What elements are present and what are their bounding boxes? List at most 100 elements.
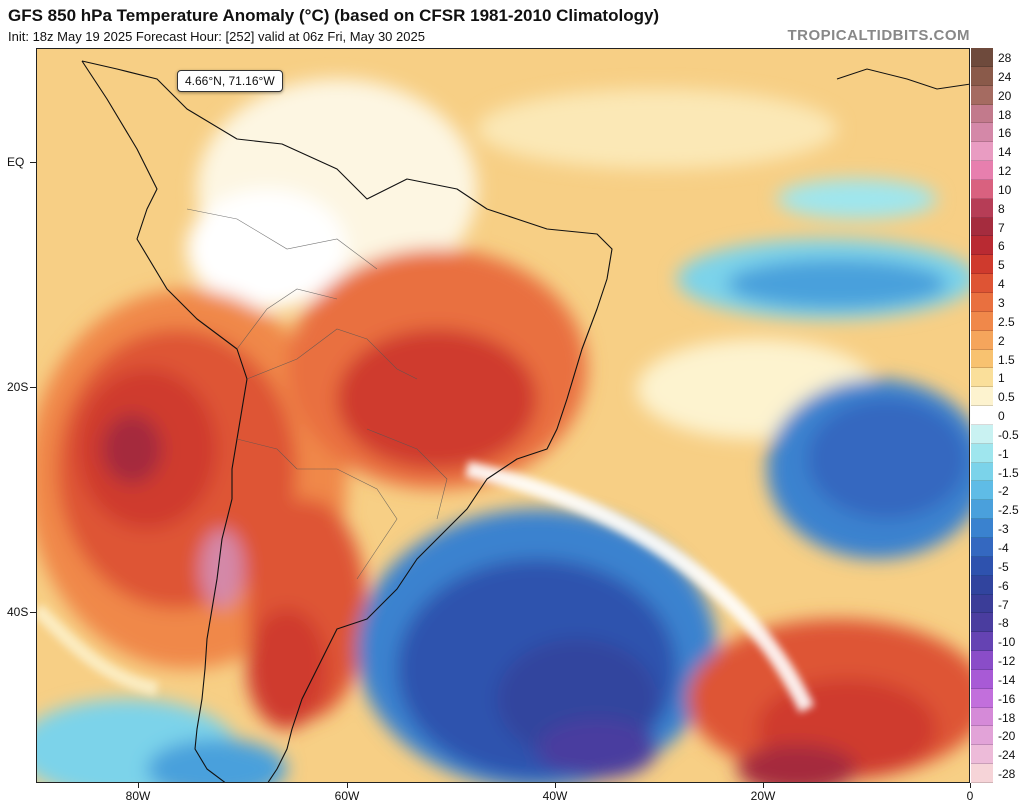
lon-label-60w: 60W xyxy=(334,789,360,803)
lat-label-40s: 40S xyxy=(7,605,29,619)
colorbar-entry: 4 xyxy=(971,274,1024,293)
colorbar-entry: 8 xyxy=(971,198,1024,218)
colorbar-entry: 5 xyxy=(971,255,1024,275)
colorbar-entry: 14 xyxy=(971,142,1024,162)
anomaly-field xyxy=(37,49,969,782)
colorbar-entry: 10 xyxy=(971,179,1024,199)
coastline xyxy=(81,60,613,782)
lat-label-20s: 20S xyxy=(7,380,29,394)
colorbar-entry: 0 xyxy=(971,406,1024,425)
colorbar-swatch xyxy=(971,764,993,783)
lon-label-20w: 20W xyxy=(750,789,776,803)
colorbar-entry: 12 xyxy=(971,161,1024,180)
lat-tick xyxy=(30,612,36,613)
colorbar-label: 0.5 xyxy=(998,390,1015,405)
colorbar-swatch xyxy=(971,406,993,425)
colorbar-swatch xyxy=(971,556,993,576)
colorbar-swatch xyxy=(971,443,993,463)
colorbar-swatch xyxy=(971,538,993,557)
colorbar-swatch xyxy=(971,179,993,199)
colorbar-entry: 0.5 xyxy=(971,387,1024,407)
colorbar-entry: 20 xyxy=(971,85,1024,105)
colorbar-swatch xyxy=(971,217,993,237)
colorbar-entry: 16 xyxy=(971,123,1024,143)
colorbar-label: 2.5 xyxy=(998,314,1015,329)
colorbar-entry: -20 xyxy=(971,726,1024,746)
colorbar-entry: -28 xyxy=(971,764,1024,783)
colorbar-swatch xyxy=(971,651,993,670)
colorbar-label: -16 xyxy=(998,691,1016,706)
colorbar-label: -5 xyxy=(998,559,1009,574)
colorbar-swatch xyxy=(971,255,993,275)
colorbar-swatch xyxy=(971,198,993,218)
colorbar-label: 20 xyxy=(998,88,1012,103)
anomaly-map[interactable] xyxy=(36,48,970,783)
colorbar-swatch xyxy=(971,311,993,331)
colorbar-label: 7 xyxy=(998,220,1005,235)
colorbar-entry: -12 xyxy=(971,651,1024,670)
colorbar-entry: 6 xyxy=(971,236,1024,256)
colorbar-label: -7 xyxy=(998,597,1009,612)
colorbar-swatch xyxy=(971,48,993,67)
colorbar-label: 1.5 xyxy=(998,352,1015,367)
colorbar-swatch xyxy=(971,236,993,256)
colorbar-label: 3 xyxy=(998,296,1005,310)
colorbar-label: -2.5 xyxy=(998,503,1019,518)
colorbar-label: -1.5 xyxy=(998,465,1019,480)
colorbar-entry: -5 xyxy=(971,556,1024,576)
colorbar-swatch xyxy=(971,726,993,746)
cursor-coordinate-readout: 4.66°N, 71.16°W xyxy=(177,70,283,92)
colorbar-label: -20 xyxy=(998,729,1016,744)
colorbar-swatch xyxy=(971,387,993,407)
colorbar-swatch xyxy=(971,274,993,293)
colorbar-label: 6 xyxy=(998,239,1005,254)
colorbar-swatch xyxy=(971,66,993,86)
colorbar-label: 12 xyxy=(998,164,1012,179)
colorbar-label: -8 xyxy=(998,616,1009,631)
brand-watermark: TROPICALTIDBITS.COM xyxy=(787,27,970,44)
colorbar-label: 18 xyxy=(998,107,1012,122)
colorbar-label: -3 xyxy=(998,522,1009,537)
colorbar-entry: -14 xyxy=(971,669,1024,689)
colorbar-entry: 1 xyxy=(971,368,1024,388)
map-title: GFS 850 hPa Temperature Anomaly (°C) (ba… xyxy=(8,6,660,25)
colorbar-label: 10 xyxy=(998,182,1012,197)
colorbar-swatch xyxy=(971,293,993,312)
colorbar-label: 2 xyxy=(998,333,1005,348)
colorbar-label: -28 xyxy=(998,767,1016,782)
colorbar-label: -14 xyxy=(998,672,1016,687)
colorbar-entry: -18 xyxy=(971,707,1024,727)
colorbar-entry: -7 xyxy=(971,594,1024,614)
colorbar-swatch xyxy=(971,368,993,388)
colorbar-swatch xyxy=(971,688,993,708)
colorbar-entry: 28 xyxy=(971,48,1024,67)
colorbar-entry: -1 xyxy=(971,443,1024,463)
colorbar-entry: 18 xyxy=(971,104,1024,124)
colorbar-label: 1 xyxy=(998,371,1005,386)
colorbar-label: 5 xyxy=(998,258,1005,273)
colorbar-label: 0 xyxy=(998,409,1005,424)
lon-tick xyxy=(970,783,971,788)
colorbar-swatch xyxy=(971,632,993,652)
lat-label-eq: EQ xyxy=(7,155,25,169)
colorbar-swatch xyxy=(971,481,993,501)
colorbar-entry: -4 xyxy=(971,538,1024,557)
colorbar-entry: -2 xyxy=(971,481,1024,501)
lon-tick xyxy=(555,783,556,788)
colorbar-label: 4 xyxy=(998,277,1005,292)
colorbar-entry: 2 xyxy=(971,330,1024,350)
colorbar-entry: -6 xyxy=(971,575,1024,595)
lat-tick xyxy=(30,162,36,163)
colorbar-entry: -0.5 xyxy=(971,424,1024,444)
colorbar-entry: -2.5 xyxy=(971,500,1024,520)
africa-coast xyxy=(836,68,969,90)
lon-tick xyxy=(138,783,139,788)
colorbar-swatch xyxy=(971,123,993,143)
colorbar-swatch xyxy=(971,613,993,633)
colorbar-entry: -1.5 xyxy=(971,462,1024,482)
colorbar-legend: 28 24 20 18 16 14 12 10 8 7 6 5 4 3 2.5 2 1.5 1 0.5 0 -0.5 -1… xyxy=(971,48,1024,783)
colorbar-swatch xyxy=(971,745,993,765)
colorbar-label: 8 xyxy=(998,201,1005,216)
colorbar-label: -18 xyxy=(998,710,1016,725)
colorbar-label: 24 xyxy=(998,69,1012,84)
